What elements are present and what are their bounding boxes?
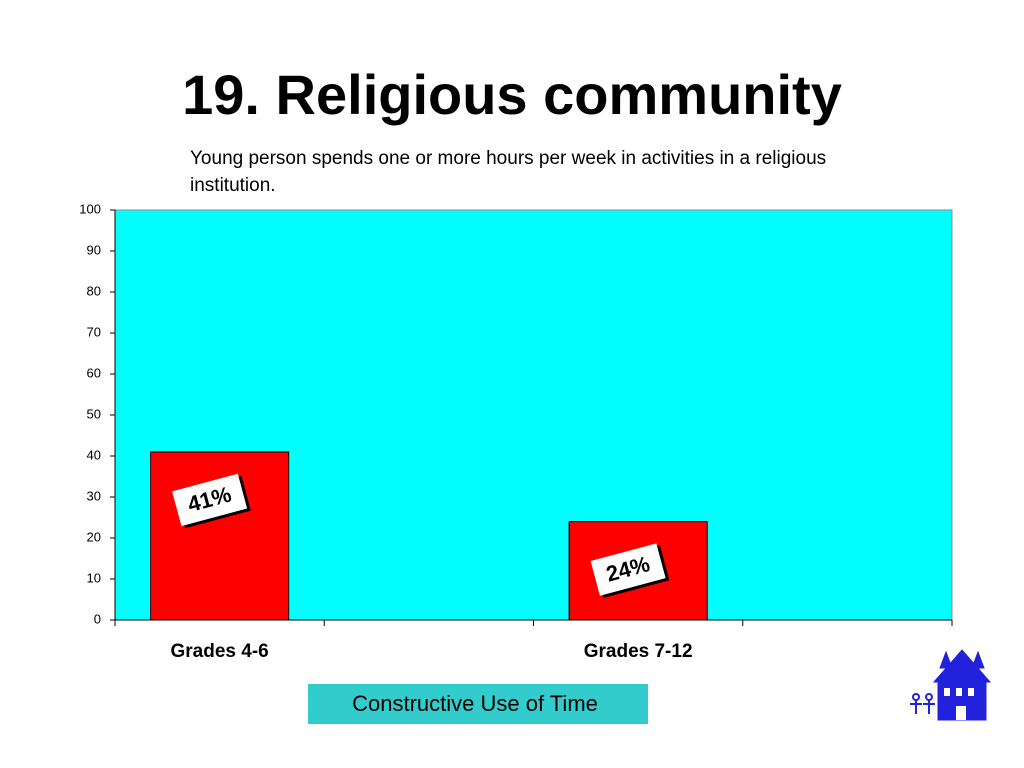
y-tick-label: 50 [87, 406, 101, 421]
y-tick-label: 20 [87, 529, 101, 544]
y-tick-label: 30 [87, 488, 101, 503]
y-tick-label: 0 [94, 611, 101, 626]
value-label: 41% [172, 473, 251, 529]
house-icon [910, 649, 992, 721]
y-tick-label: 10 [87, 570, 101, 585]
y-tick-label: 40 [87, 447, 101, 462]
value-label-box [172, 473, 248, 527]
slide-title: 19. Religious community [182, 63, 842, 126]
value-label: 24% [590, 543, 670, 598]
y-tick-label: 90 [87, 242, 101, 257]
y-tick-label: 80 [87, 283, 101, 298]
bar [150, 451, 290, 621]
value-label-box [590, 543, 666, 596]
x-tick-label: Grades 7-12 [584, 641, 693, 662]
chart-subtitle: Young person spends one or more hours pe… [190, 148, 827, 196]
x-tick-label: Grades 4-6 [171, 641, 269, 662]
badge-text: Constructive Use of Time [352, 691, 598, 716]
badge-box [308, 684, 648, 724]
y-tick-label: 100 [79, 201, 101, 216]
y-tick-label: 60 [87, 365, 101, 380]
y-tick-label: 70 [87, 324, 101, 339]
